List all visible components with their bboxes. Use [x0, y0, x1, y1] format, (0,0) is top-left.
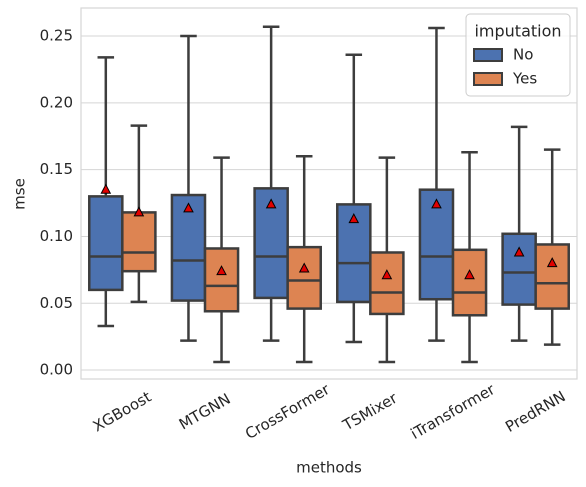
- y-axis-label: mse: [11, 178, 29, 210]
- mean-marker: [513, 246, 525, 257]
- mean-marker: [348, 213, 360, 224]
- legend-label: Yes: [512, 70, 537, 88]
- box: [451, 248, 488, 317]
- box: [286, 245, 322, 310]
- mean-marker: [381, 269, 393, 280]
- box: [170, 193, 207, 302]
- box: [501, 232, 537, 306]
- x-axis-label: methods: [296, 459, 362, 477]
- y-tick-label: 0.00: [40, 361, 73, 379]
- y-tick-label: 0.05: [40, 294, 73, 312]
- mean-marker: [546, 257, 558, 268]
- mean-marker: [464, 269, 475, 280]
- y-tick-label: 0.15: [40, 160, 73, 178]
- legend-label: No: [513, 46, 533, 64]
- plot-frame: [80, 7, 578, 380]
- x-tick-label: CrossFormer: [242, 380, 333, 443]
- legend-title: imputation: [474, 22, 561, 41]
- x-tick-label: iTransformer: [407, 380, 498, 443]
- box: [88, 195, 124, 292]
- mean-marker: [183, 202, 194, 213]
- mean-marker: [216, 265, 227, 276]
- box: [369, 251, 405, 316]
- y-tick-label: 0.10: [40, 227, 73, 245]
- box: [534, 243, 570, 310]
- mean-marker: [133, 206, 145, 217]
- mean-marker: [298, 262, 310, 273]
- x-tick-label: MTGNN: [176, 390, 234, 434]
- y-tick-label: 0.25: [40, 27, 73, 45]
- x-tick-label: PredRNN: [502, 387, 568, 436]
- x-tick-label: XGBoost: [90, 388, 155, 436]
- mean-marker: [431, 198, 442, 209]
- box: [121, 211, 157, 273]
- y-tick-label: 0.20: [40, 93, 73, 111]
- x-tick-label: TSMixer: [339, 388, 401, 434]
- mean-marker: [265, 198, 277, 209]
- mean-marker: [100, 183, 112, 194]
- box: [203, 247, 240, 313]
- legend-swatch: [473, 48, 503, 62]
- legend-swatch: [473, 72, 503, 86]
